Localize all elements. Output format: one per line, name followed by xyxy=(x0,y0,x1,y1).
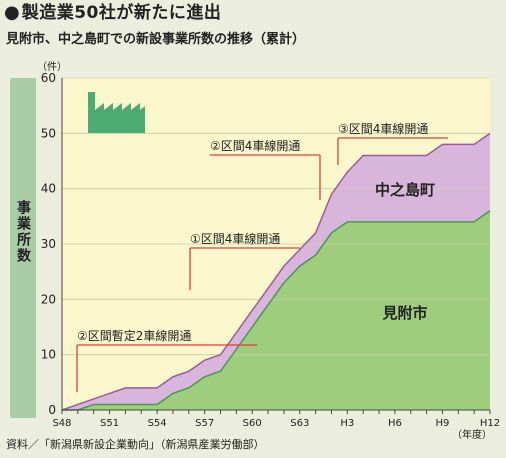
x-tick-label: S54 xyxy=(148,418,167,429)
x-tick-label: S63 xyxy=(290,418,309,429)
title-row: ● 製造業50社が新たに進出 xyxy=(4,2,221,24)
y-tick-label: 10 xyxy=(41,348,56,362)
chart-subtitle: 見附市、中之島町での新設事業所数の推移（累計） xyxy=(6,32,306,47)
x-tick-label: S60 xyxy=(243,418,262,429)
x-tick-label: S51 xyxy=(100,418,119,429)
x-tick-label: S57 xyxy=(195,418,214,429)
x-tick-label: H9 xyxy=(435,418,449,429)
y-tick-label: 50 xyxy=(41,126,56,140)
x-tick-label: H6 xyxy=(388,418,402,429)
x-unit-label: （年度） xyxy=(452,428,492,441)
y-tick-label: 20 xyxy=(41,292,56,306)
x-tick-label: H12 xyxy=(480,418,500,429)
annotation-label: ①区間4車線開通 xyxy=(190,231,280,246)
factory-icon xyxy=(88,92,145,133)
x-tick-label: S48 xyxy=(52,418,71,429)
series-label-nakanoshima: 中之島町 xyxy=(375,181,435,199)
bullet-icon: ● xyxy=(4,2,20,23)
y-unit-label: （件） xyxy=(37,61,67,73)
y-tick-label: 0 xyxy=(48,403,56,417)
annotation-label: ②区間4車線開通 xyxy=(210,138,300,153)
annotation-label: ②区間暫定2車線開通 xyxy=(77,328,191,343)
series-line-mitsuke xyxy=(62,210,491,411)
y-tick-label: 30 xyxy=(41,237,56,251)
x-tick-label: H3 xyxy=(340,418,354,429)
y-tick-label: 60 xyxy=(41,71,56,85)
series-area-nakanoshima xyxy=(62,133,490,411)
series-area-mitsuke xyxy=(62,210,490,410)
chart-title: 製造業50社が新たに進出 xyxy=(21,3,222,23)
y-tick-label: 40 xyxy=(41,182,56,196)
annotation-label: ③区間4車線開通 xyxy=(338,121,428,136)
series-line-nakanoshima xyxy=(61,132,491,411)
series-label-mitsuke: 見附市 xyxy=(381,304,427,322)
source-note: 資料／「新潟県新設企業動向」（新潟県産業労働部） xyxy=(6,438,265,451)
y-axis-label: 事業所数 xyxy=(15,200,31,264)
y-axis-label-bar xyxy=(10,78,36,418)
